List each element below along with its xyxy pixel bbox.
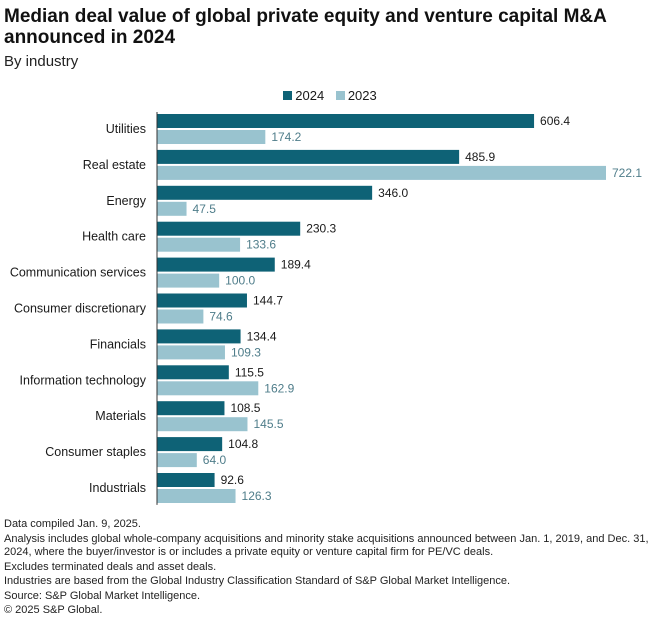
value-label-2024-communication-services: 189.4 (281, 258, 311, 272)
category-label-utilities: Utilities (106, 122, 146, 136)
value-label-2024-consumer-discretionary: 144.7 (253, 294, 283, 308)
legend-item-2023: 2023 (335, 88, 377, 103)
bar-2023-consumer-discretionary (157, 309, 204, 324)
value-label-2024-health-care: 230.3 (306, 222, 336, 236)
value-label-2023-consumer-staples: 64.0 (203, 453, 227, 467)
category-label-real-estate: Real estate (83, 158, 146, 172)
value-label-2023-energy: 47.5 (193, 202, 217, 216)
bar-2024-consumer-staples (157, 437, 223, 452)
bar-2024-energy (157, 185, 373, 200)
footnotes: Data compiled Jan. 9, 2025. Analysis inc… (4, 518, 654, 619)
category-label-information-technology: Information technology (20, 373, 147, 387)
value-label-2023-information-technology: 162.9 (264, 381, 294, 395)
note-exclusions: Excludes terminated deals and asset deal… (4, 560, 217, 573)
bar-2024-information-technology (157, 365, 229, 380)
bar-2023-information-technology (157, 381, 259, 396)
legend-label-2023: 2023 (347, 88, 377, 103)
bar-2023-utilities (157, 130, 266, 144)
chart-title: Median deal value of global private equi… (4, 6, 607, 48)
bar-2023-financials (157, 345, 225, 360)
value-label-2024-energy: 346.0 (378, 186, 408, 200)
legend-label-2024: 2024 (295, 88, 325, 103)
note-source: Source: S&P Global Market Intelligence. (4, 589, 201, 602)
legend: 2024 2023 (0, 88, 660, 103)
category-label-consumer-staples: Consumer staples (45, 445, 146, 459)
bar-2023-consumer-staples (157, 453, 197, 468)
value-label-2024-consumer-staples: 104.8 (228, 437, 258, 451)
bar-chart: Utilities 606.4 174.2 Real estate 485.9 722.1… (10, 112, 642, 505)
bar-2024-health-care (157, 221, 301, 236)
bar-2024-real-estate (157, 149, 460, 164)
category-label-health-care: Health care (82, 230, 146, 244)
category-label-energy: Energy (106, 194, 146, 208)
bar-2024-materials (157, 401, 225, 416)
value-label-2023-industrials: 126.3 (242, 489, 272, 503)
value-label-2023-health-care: 133.6 (246, 238, 276, 252)
category-label-communication-services: Communication services (10, 266, 146, 280)
value-label-2023-utilities: 174.2 (271, 130, 301, 144)
chart-subtitle: By industry (4, 53, 79, 70)
value-label-2024-utilities: 606.4 (540, 114, 570, 128)
value-label-2023-real-estate: 722.1 (612, 166, 642, 180)
note-industries: Industries are based from the Global Ind… (4, 575, 511, 587)
legend-swatch-2023 (335, 91, 345, 100)
bar-2024-consumer-discretionary (157, 293, 247, 308)
bar-2023-industrials (157, 489, 236, 503)
bar-2024-industrials (157, 473, 215, 487)
value-label-2023-materials: 145.5 (253, 417, 283, 431)
value-label-2023-communication-services: 100.0 (225, 274, 255, 288)
category-label-materials: Materials (95, 409, 146, 423)
value-label-2024-financials: 134.4 (247, 329, 277, 343)
category-label-financials: Financials (90, 337, 146, 351)
bar-2024-communication-services (157, 257, 275, 272)
bar-2023-energy (157, 201, 187, 216)
note-analysis: Analysis includes global whole-company a… (4, 532, 649, 559)
value-label-2024-real-estate: 485.9 (465, 150, 495, 164)
value-label-2024-materials: 108.5 (230, 401, 260, 415)
bar-2023-materials (157, 417, 248, 432)
bar-2023-communication-services (157, 273, 220, 288)
value-label-2024-industrials: 92.6 (221, 473, 245, 487)
category-label-industrials: Industrials (89, 481, 146, 495)
note-data-compiled: Data compiled Jan. 9, 2025. (4, 518, 141, 530)
category-label-consumer-discretionary: Consumer discretionary (14, 302, 147, 316)
value-label-2023-consumer-discretionary: 74.6 (209, 310, 233, 324)
bar-2024-utilities (157, 114, 535, 128)
bar-2023-health-care (157, 237, 241, 252)
legend-item-2024: 2024 (283, 88, 324, 103)
legend-swatch-2024 (283, 91, 293, 100)
bar-2024-financials (157, 329, 241, 344)
value-label-2024-information-technology: 115.5 (235, 365, 264, 379)
value-label-2023-financials: 109.3 (231, 345, 261, 359)
note-copyright: © 2025 S&P Global. (4, 604, 103, 616)
bar-2023-real-estate (157, 165, 606, 180)
